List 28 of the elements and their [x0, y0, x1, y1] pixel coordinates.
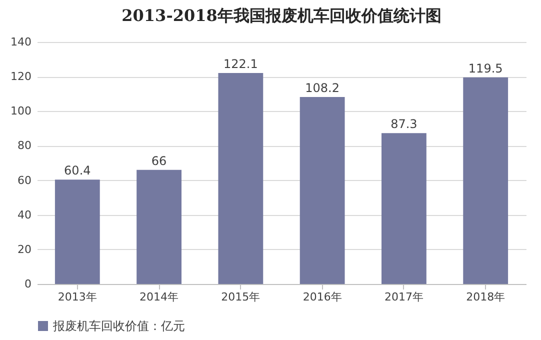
data-label: 108.2: [305, 80, 340, 95]
y-tick-label: 60: [18, 174, 32, 187]
y-tick-label: 20: [18, 242, 32, 256]
data-label: 87.3: [390, 117, 418, 132]
bar: [136, 170, 182, 284]
data-label: 122.1: [224, 56, 258, 71]
y-tick-label: 80: [18, 139, 32, 152]
y-tick-label: 40: [18, 208, 32, 222]
y-tick-label: 100: [10, 104, 32, 118]
bar: [463, 77, 508, 284]
data-label: 66: [151, 154, 167, 168]
legend-label: 报废机车回收价值：亿元: [52, 319, 185, 333]
data-label: 119.5: [468, 61, 503, 76]
x-tick-label: 2014年: [140, 290, 179, 304]
x-tick-label: 2018年: [466, 290, 506, 304]
y-tick-label: 120: [10, 70, 32, 84]
x-tick-label: 2017年: [384, 290, 424, 304]
chart-title: 2013-2018年我国报废机车回收价值统计图: [122, 6, 442, 25]
data-label: 60.4: [64, 164, 91, 178]
x-tick-label: 2013年: [58, 290, 97, 304]
bar: [300, 96, 345, 284]
bar: [382, 133, 426, 284]
bar: [218, 72, 264, 284]
y-tick-label: 0: [24, 278, 32, 290]
y-tick-label: 140: [10, 36, 32, 48]
x-tick-label: 2016年: [302, 290, 342, 304]
bar: [54, 180, 100, 284]
x-tick-label: 2015年: [221, 290, 260, 304]
